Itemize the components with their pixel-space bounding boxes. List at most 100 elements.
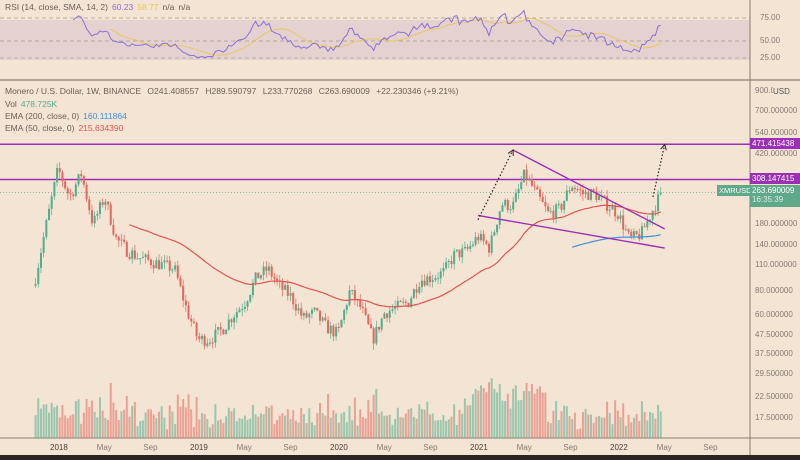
volume-bar <box>176 394 179 438</box>
volume-bar <box>496 392 499 438</box>
volume-bar <box>61 404 64 438</box>
rsi-tick: 50.00 <box>760 36 781 45</box>
volume-bar <box>528 391 531 438</box>
volume-bar <box>402 417 405 438</box>
volume-bar <box>383 415 386 438</box>
volume-bar <box>152 414 155 438</box>
price-tick: 900.000000 <box>755 85 773 95</box>
candle-body <box>123 239 126 243</box>
candle-body <box>82 176 85 185</box>
candle-body <box>34 284 37 286</box>
candle-body <box>592 189 595 192</box>
candle-body <box>268 266 271 271</box>
volume-bar <box>485 392 488 438</box>
time-tick: May <box>376 443 392 452</box>
candle-body <box>383 313 386 319</box>
volume-bar <box>69 415 72 438</box>
candle-body <box>386 313 389 318</box>
time-tick: Sep <box>143 443 158 452</box>
volume-bar <box>184 407 187 438</box>
price-tick: 110.000000 <box>755 260 797 270</box>
volume-bar <box>364 418 367 438</box>
candle-body <box>230 319 233 323</box>
candle-body <box>630 231 633 237</box>
volume-bar <box>544 392 547 438</box>
candle-body <box>547 206 550 212</box>
rsi-value: 60.23 <box>111 2 134 12</box>
projection-arrow <box>477 149 514 220</box>
volume-bar <box>565 406 568 438</box>
volume-bar <box>490 378 493 438</box>
volume-bar <box>539 386 542 438</box>
candle-body <box>149 259 152 266</box>
candle-body <box>407 302 410 307</box>
volume-bar <box>249 418 252 438</box>
candle-body <box>88 199 91 211</box>
volume-bar <box>133 402 136 438</box>
candle-body <box>66 188 69 194</box>
candle-body <box>391 309 394 311</box>
volume-bar <box>265 406 268 438</box>
candle-body <box>160 262 163 270</box>
volume-bar <box>571 419 574 438</box>
candle-body <box>211 342 214 344</box>
volume-bar <box>434 420 437 438</box>
candle-body <box>171 269 174 271</box>
candle-body <box>58 167 61 173</box>
candle-body <box>190 318 193 322</box>
candle-body <box>305 312 308 318</box>
ohlc-low: L233.770268 <box>262 86 313 96</box>
candle-body <box>426 276 429 286</box>
candle-body <box>214 329 217 343</box>
candle-body <box>412 289 415 299</box>
volume-bar <box>345 422 348 438</box>
volume-bar <box>208 427 211 438</box>
volume-bar <box>187 394 190 438</box>
volume-bar <box>504 400 507 438</box>
candle-body <box>238 309 241 313</box>
candle-body <box>380 318 383 330</box>
time-tick: 2019 <box>190 443 208 452</box>
price-tick: 700.000000 <box>755 106 798 116</box>
candle-body <box>506 200 509 211</box>
rsi-band <box>0 20 750 60</box>
volume-bar <box>579 428 582 438</box>
candle-body <box>107 201 110 205</box>
volume-bar <box>45 404 48 438</box>
volume-bar <box>74 401 77 438</box>
time-tick: Sep <box>283 443 298 452</box>
candle-body <box>45 220 48 237</box>
candle-body <box>396 300 399 307</box>
volume-bar <box>624 425 627 438</box>
volume-bar <box>635 413 638 438</box>
price-tick: 140.000000 <box>755 240 798 250</box>
candle-body <box>490 235 493 253</box>
volume-bar <box>289 418 292 438</box>
volume-bar <box>286 409 289 438</box>
volume-bar <box>313 425 316 438</box>
volume-bar <box>404 413 407 438</box>
projection-arrow <box>652 144 666 198</box>
ema200-value: 160.111864 <box>83 111 127 121</box>
candle-body <box>219 327 222 330</box>
candle-body <box>437 278 440 280</box>
candle-body <box>450 261 453 265</box>
candle-body <box>479 233 482 241</box>
candle-body <box>632 231 635 237</box>
volume-bar <box>332 410 335 438</box>
volume-bar <box>589 414 592 438</box>
candle-body <box>431 280 434 282</box>
candle-body <box>203 335 206 346</box>
volume-bar <box>391 424 394 438</box>
volume-bar <box>281 413 284 438</box>
volume-bar <box>219 419 222 438</box>
candle-body <box>72 194 75 197</box>
volume-bar <box>474 388 477 438</box>
volume-bar <box>501 400 504 438</box>
volume-bar <box>573 412 576 438</box>
currency-label[interactable]: USD <box>773 87 790 96</box>
volume-bar <box>155 418 158 438</box>
candle-body <box>517 188 520 194</box>
volume-bar <box>353 397 356 438</box>
